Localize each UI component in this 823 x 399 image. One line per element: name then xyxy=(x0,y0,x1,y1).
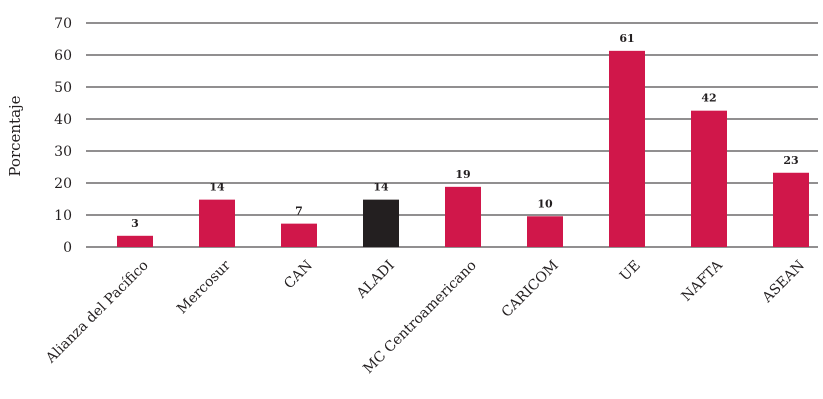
x-tick-label: UE xyxy=(617,258,644,285)
y-tick-label: 30 xyxy=(54,144,72,160)
bar-0 xyxy=(117,235,153,247)
y-axis-ticks: 0 10 20 30 40 50 60 70 xyxy=(54,16,72,256)
bar-7 xyxy=(691,110,727,248)
value-label: 14 xyxy=(373,181,389,194)
bar-1 xyxy=(199,199,235,247)
y-tick-label: 40 xyxy=(54,112,72,128)
bar-8 xyxy=(773,172,809,247)
x-tick-label: CAN xyxy=(281,258,316,293)
x-tick-label: Alianza del Pacífico xyxy=(42,258,151,367)
y-tick-label: 20 xyxy=(54,176,72,192)
bars xyxy=(117,50,809,248)
y-axis-title: Porcentaje xyxy=(6,95,24,176)
value-label: 7 xyxy=(295,205,303,218)
value-label: 42 xyxy=(701,92,716,105)
y-tick-label: 10 xyxy=(54,208,72,224)
y-tick-label: 60 xyxy=(54,48,72,64)
value-label: 19 xyxy=(455,168,470,181)
x-tick-label: Mercosur xyxy=(174,257,234,317)
y-tick-label: 0 xyxy=(63,240,72,256)
value-label: 3 xyxy=(131,217,139,230)
value-label: 10 xyxy=(537,197,553,210)
value-label: 14 xyxy=(209,181,225,194)
value-labels: 3 14 7 14 19 10 61 42 23 xyxy=(131,32,798,230)
bar-4 xyxy=(445,186,481,247)
x-tick-label: ASEAN xyxy=(759,258,808,307)
value-label: 23 xyxy=(783,154,798,167)
x-tick-label: NAFTA xyxy=(679,257,727,305)
bar-2 xyxy=(281,223,317,247)
value-label: 61 xyxy=(619,32,634,45)
x-tick-label: ALADI xyxy=(353,258,398,303)
bar-6 xyxy=(609,50,645,248)
y-tick-label: 70 xyxy=(54,16,72,32)
bar-3 xyxy=(363,199,399,247)
y-tick-label: 50 xyxy=(54,80,72,96)
bar-5 xyxy=(527,216,563,247)
x-tick-label: CARICOM xyxy=(499,258,562,321)
